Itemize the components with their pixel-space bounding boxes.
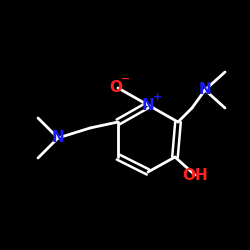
Text: N: N <box>142 98 154 112</box>
Text: +: + <box>152 92 162 102</box>
Text: OH: OH <box>182 168 208 182</box>
Text: O: O <box>110 80 122 96</box>
Text: −: − <box>121 74 131 84</box>
Text: N: N <box>52 130 64 146</box>
Text: N: N <box>198 82 211 98</box>
